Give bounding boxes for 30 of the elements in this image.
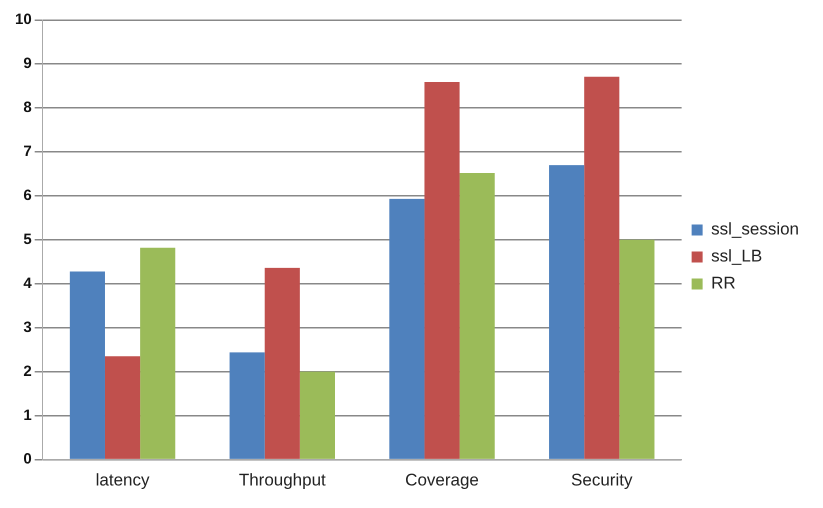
x-tick-label: Coverage [405,470,479,490]
bar [264,268,300,459]
bar [140,248,176,459]
bar [549,165,584,459]
legend-label: ssl_session [711,220,800,239]
x-tick-label: latency [96,470,150,490]
bar [300,372,335,459]
bar [424,82,460,459]
bar [584,76,620,459]
legend-label: RR [711,274,736,293]
bar [460,172,495,459]
bar [619,240,654,459]
y-tick-label: 0 [23,450,32,468]
y-tick-label: 7 [23,143,32,160]
y-tick-label: 8 [23,99,32,116]
y-tick-label: 5 [23,230,32,248]
legend-label: ssl_LB [711,246,762,266]
bar [104,356,140,459]
y-tick-label: 9 [23,55,32,72]
bar [389,198,424,459]
x-tick-label: Throughput [238,470,326,490]
y-tick-label: 2 [23,362,32,380]
bar [70,271,105,459]
y-tick-label: 4 [23,274,32,292]
y-tick-label: 1 [23,406,32,424]
y-tick-label: 10 [14,11,32,28]
y-tick-label: 6 [23,186,32,204]
bar [230,352,265,459]
y-tick-label: 3 [23,318,32,336]
x-tick-label: Security [571,470,633,490]
